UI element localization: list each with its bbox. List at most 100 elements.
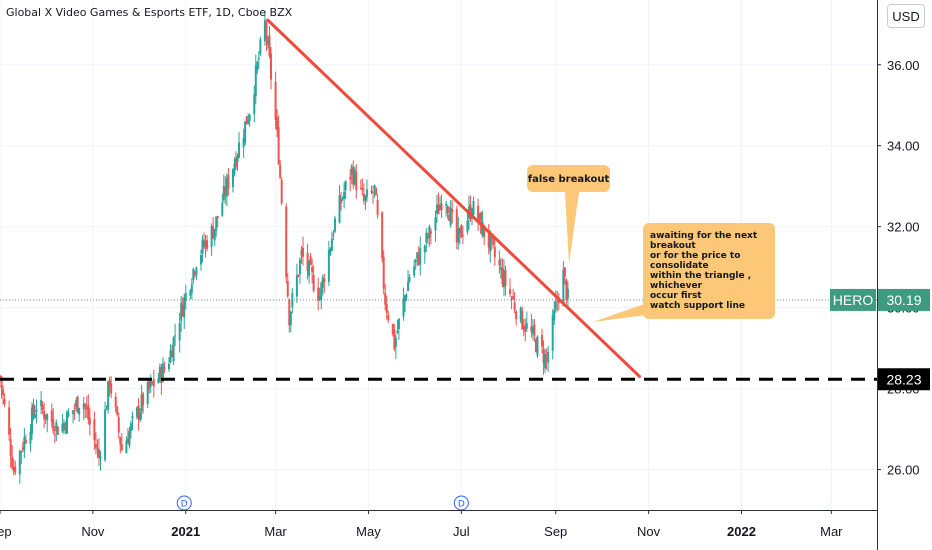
candle-body (437, 204, 440, 215)
candle-body (84, 404, 87, 408)
candle-body (201, 239, 204, 254)
candle-body (562, 269, 565, 307)
candle-body (0, 375, 1, 377)
candle-body (268, 35, 271, 56)
candle-body (56, 426, 59, 435)
candle-body (285, 206, 288, 278)
candle-body (460, 225, 463, 238)
candle-body (317, 287, 320, 301)
candle-body (53, 434, 56, 436)
candle-body (312, 275, 315, 291)
candle-body (397, 318, 400, 330)
candle-body (448, 214, 451, 221)
candle-body (11, 456, 14, 468)
candle-body (291, 292, 294, 308)
candle-body (551, 315, 554, 351)
candle-body (329, 248, 332, 254)
x-tick-label: 2022 (727, 524, 756, 539)
candle-body (142, 393, 145, 406)
candle-body (341, 198, 344, 200)
candle-body (183, 297, 186, 318)
candle-body (116, 406, 119, 415)
candle-body (414, 259, 417, 262)
candle-body (547, 351, 550, 363)
y-tick-label: 36.00 (887, 58, 920, 73)
candle-body (107, 381, 110, 409)
candle-body (359, 187, 362, 189)
candle-body (487, 233, 490, 248)
dividend-marker-label: D (181, 500, 188, 510)
x-tick-label: May (356, 524, 381, 539)
candle-body (78, 407, 81, 415)
candle-body (210, 225, 213, 247)
candle-body (510, 298, 513, 300)
candle-body (451, 209, 454, 213)
candle-body (428, 226, 431, 238)
candle-body (434, 217, 437, 231)
candle-body (233, 163, 236, 174)
candle-body (375, 188, 378, 196)
candle-body (384, 293, 387, 305)
support-price-tag (878, 368, 930, 391)
candle-body (93, 419, 96, 440)
x-tick-label: Nov (81, 524, 105, 539)
candle-body (152, 379, 155, 387)
candle-body (263, 20, 266, 42)
candle-body (376, 200, 379, 215)
candle-body (457, 228, 460, 243)
candle-body (545, 357, 548, 359)
candle-body (199, 255, 202, 265)
candle-body (352, 167, 355, 185)
candle-body (499, 267, 502, 270)
candle-body (407, 281, 410, 292)
candle-body (158, 366, 161, 380)
candle-body (309, 256, 312, 265)
candle-body (553, 310, 556, 321)
candle-body (288, 299, 291, 326)
candle-body (140, 394, 143, 411)
candle-body (365, 189, 368, 198)
x-tick-label: Nov (637, 524, 661, 539)
x-tick-label: Jul (453, 524, 470, 539)
candle-body (472, 200, 475, 215)
candle-body (244, 121, 247, 144)
candle-body (18, 451, 21, 475)
callout-pointer (593, 303, 647, 322)
ticker-badge-label: HERO (833, 292, 874, 308)
candle-body (469, 204, 472, 220)
candle-body (320, 282, 323, 300)
candle-body (522, 325, 525, 330)
callout-pointer (565, 192, 579, 264)
callout-awaiting-line: within the triangle , (650, 271, 751, 281)
candle-body (259, 39, 262, 55)
candle-body (530, 326, 533, 332)
candle-body (254, 65, 257, 97)
candle-body (257, 58, 260, 60)
candle-body (105, 409, 108, 411)
candle-body (542, 349, 545, 364)
candle-body (311, 266, 314, 273)
candle-body (192, 268, 195, 280)
candle-body (221, 202, 224, 216)
candle-body (425, 232, 428, 243)
candle-body (184, 292, 187, 301)
candle-body (493, 246, 496, 258)
currency-selector[interactable]: USD (887, 4, 925, 28)
candle-body (248, 114, 251, 121)
candle-body (108, 379, 111, 388)
candle-body (21, 447, 24, 450)
candle-body (34, 414, 37, 418)
candle-body (238, 142, 241, 158)
candle-body (280, 180, 283, 204)
candle-body (151, 381, 154, 384)
candle-body (40, 400, 43, 407)
candle-body (509, 289, 512, 295)
candle-body (544, 354, 547, 369)
candle-body (125, 440, 128, 454)
chart-title: Global X Video Games & Esports ETF, 1D, … (6, 6, 293, 19)
candle-body (481, 221, 484, 237)
candle-body (23, 437, 26, 451)
candle-body (353, 170, 356, 184)
candle-body (404, 295, 407, 302)
